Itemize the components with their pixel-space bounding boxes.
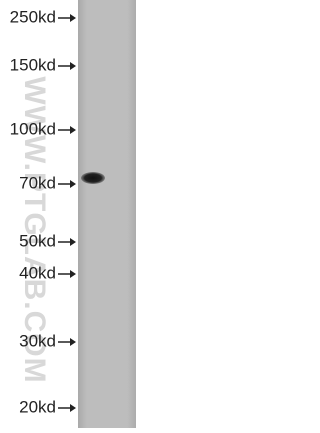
marker-arrowhead: [70, 126, 76, 134]
protein-band: [81, 172, 105, 184]
marker-arrowhead: [70, 270, 76, 278]
gel-lane: [78, 0, 136, 428]
marker-label: 30kd: [19, 331, 56, 350]
marker-label: 50kd: [19, 231, 56, 250]
marker-label: 70kd: [19, 173, 56, 192]
western-blot: WWW.PTGLAB.COM 250kd 150kd 100kd 70kd 50kd 40…: [10, 0, 136, 428]
marker-label: 100kd: [10, 119, 56, 138]
marker-label: 150kd: [10, 55, 56, 74]
marker-arrowhead: [70, 62, 76, 70]
watermark: WWW.PTGLAB.COM: [18, 76, 51, 383]
marker-arrowhead: [70, 338, 76, 346]
marker-label: 250kd: [10, 7, 56, 26]
marker-arrowhead: [70, 180, 76, 188]
marker-label: 40kd: [19, 263, 56, 282]
marker-label: 20kd: [19, 397, 56, 416]
marker-arrowhead: [70, 404, 76, 412]
page: WWW.PTGLAB.COM 250kd 150kd 100kd 70kd 50kd 40…: [0, 0, 150, 428]
marker-arrowhead: [70, 14, 76, 22]
marker-arrowhead: [70, 238, 76, 246]
